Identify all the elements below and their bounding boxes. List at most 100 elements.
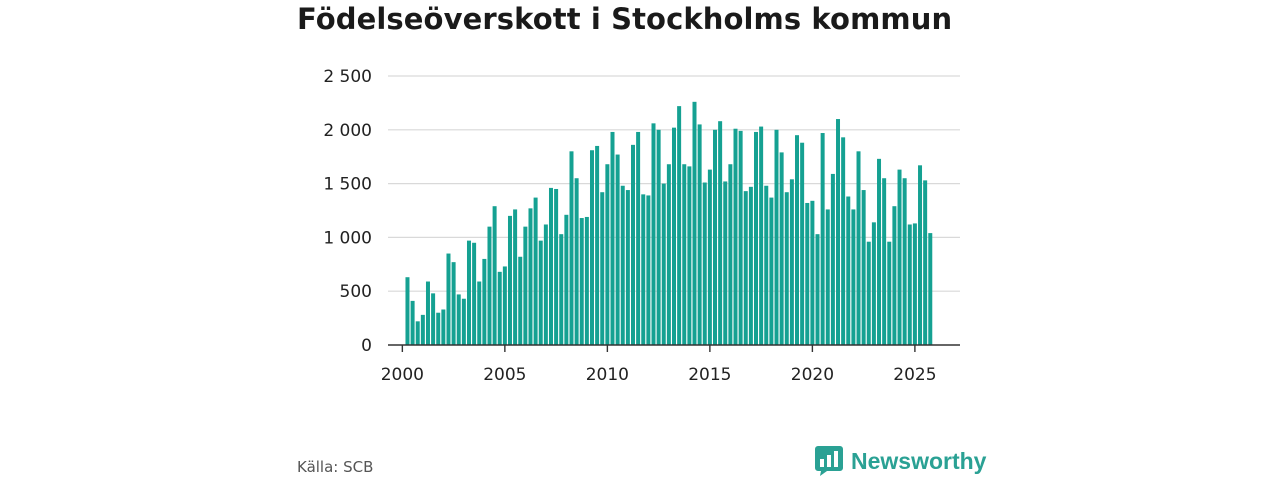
x-tick-label: 2025	[893, 365, 936, 385]
bar	[507, 215, 512, 345]
bar	[805, 202, 810, 345]
bar	[754, 131, 759, 345]
bar	[743, 191, 748, 345]
bar	[605, 164, 610, 345]
bar	[882, 178, 887, 345]
bar	[656, 129, 661, 345]
bar	[774, 129, 779, 345]
bar	[759, 126, 764, 346]
bar	[887, 241, 892, 345]
bar	[825, 209, 830, 345]
x-tick-label: 2000	[381, 365, 424, 385]
bar	[487, 226, 492, 345]
bar	[456, 294, 461, 345]
bar	[718, 121, 723, 345]
bar	[461, 298, 466, 345]
bar	[815, 234, 820, 345]
bar	[728, 164, 733, 345]
bar	[569, 151, 574, 345]
bar	[769, 197, 774, 345]
bar	[472, 242, 477, 345]
bar	[871, 222, 876, 345]
bar	[779, 152, 784, 345]
bar	[738, 130, 743, 345]
bar	[856, 151, 861, 345]
bar	[595, 145, 600, 345]
bar	[836, 119, 841, 345]
bar	[559, 234, 564, 345]
bar	[851, 209, 856, 345]
bar	[697, 124, 702, 345]
bar	[907, 224, 912, 345]
bar	[733, 128, 738, 345]
bar	[702, 182, 707, 345]
bar	[513, 209, 518, 345]
bar	[615, 154, 620, 345]
y-tick-label: 500	[340, 282, 372, 302]
bar	[810, 200, 815, 345]
bar	[687, 166, 692, 345]
bar	[548, 187, 553, 345]
bar	[523, 226, 528, 345]
bar	[661, 183, 666, 345]
bar	[892, 206, 897, 345]
bar	[492, 206, 497, 345]
bar	[528, 208, 533, 345]
bar	[918, 165, 923, 345]
bar	[436, 312, 441, 345]
bar	[420, 314, 425, 345]
bar	[625, 190, 630, 345]
bar	[579, 218, 584, 345]
bar	[543, 224, 548, 345]
bar-series	[405, 101, 933, 346]
bar	[795, 135, 800, 345]
bar	[497, 271, 502, 345]
bar	[620, 185, 625, 345]
bar	[405, 277, 410, 345]
x-axis-ticks: 2000 2005 2010 2015 2020 2025	[381, 345, 937, 385]
y-tick-label: 2 500	[323, 67, 372, 87]
bar	[902, 178, 907, 345]
bar	[441, 309, 446, 345]
bar	[584, 216, 589, 345]
bar	[533, 197, 538, 345]
bar	[482, 258, 487, 345]
bar	[610, 131, 615, 345]
bar-chart-icon	[815, 446, 843, 476]
y-tick-label: 2 000	[323, 121, 372, 141]
bar	[897, 169, 902, 345]
bar	[928, 233, 933, 345]
x-tick-label: 2020	[791, 365, 834, 385]
bar	[764, 185, 769, 345]
newsworthy-logo[interactable]: Newsworthy	[815, 446, 986, 476]
bar	[784, 192, 789, 345]
bar	[830, 173, 835, 345]
bar	[692, 101, 697, 345]
bar	[425, 281, 430, 345]
bar	[574, 178, 579, 345]
bar	[841, 137, 846, 345]
bar	[431, 293, 436, 345]
bar	[666, 164, 671, 345]
y-tick-label: 0	[361, 336, 372, 356]
bar	[866, 241, 871, 345]
bar	[912, 223, 917, 345]
bar	[820, 133, 825, 345]
bar	[651, 123, 656, 346]
bar	[800, 142, 805, 345]
bar	[451, 262, 456, 345]
bar	[538, 240, 543, 345]
brand-name: Newsworthy	[851, 447, 987, 474]
bar	[630, 144, 635, 345]
bar	[518, 256, 523, 345]
bar	[677, 106, 682, 346]
y-tick-label: 1 500	[323, 175, 372, 195]
bar	[646, 195, 651, 345]
bar	[641, 194, 646, 345]
chart-title: Födelseöverskott i Stockholms kommun	[297, 2, 953, 36]
bar	[554, 188, 559, 345]
bar	[861, 190, 866, 345]
bar	[502, 266, 507, 345]
x-tick-label: 2010	[586, 365, 629, 385]
y-tick-label: 1 000	[323, 228, 372, 248]
